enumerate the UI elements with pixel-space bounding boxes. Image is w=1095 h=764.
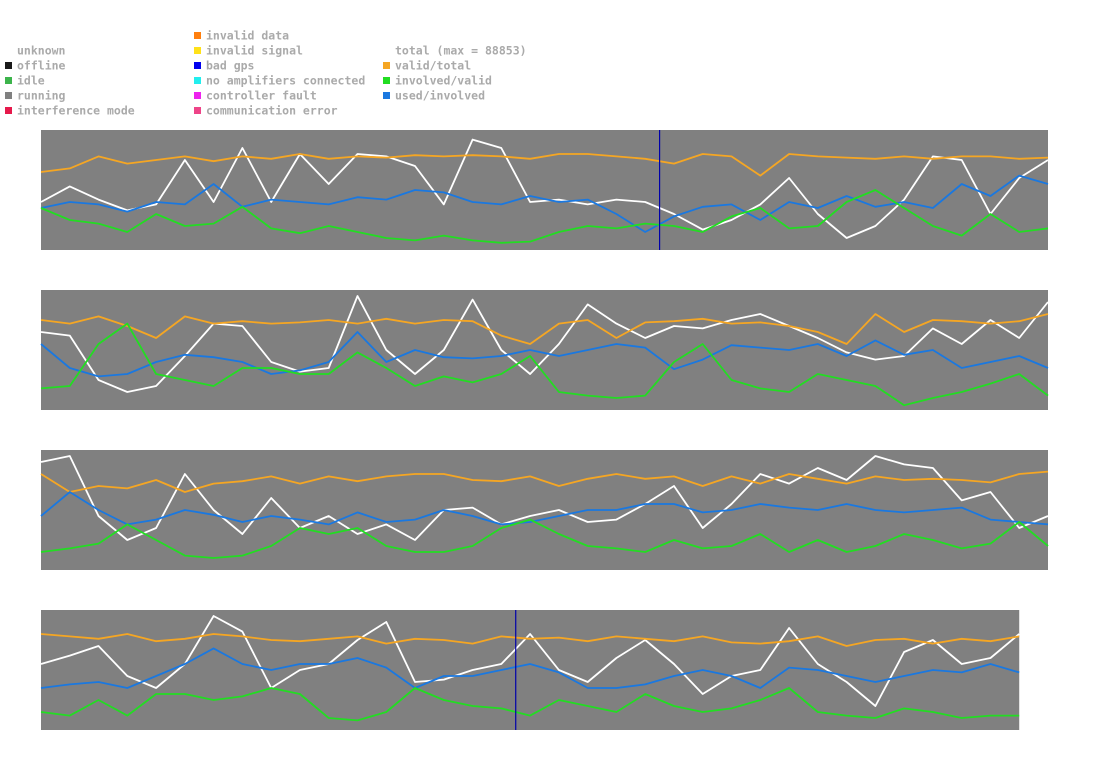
legend-swatch xyxy=(5,107,12,114)
legend-label: idle xyxy=(17,74,45,88)
series-line xyxy=(40,313,1049,345)
series-line xyxy=(40,455,1049,541)
legend-label: no amplifiers connected xyxy=(206,74,365,88)
legend-label: interference mode xyxy=(17,104,135,118)
legend-swatch xyxy=(5,77,12,84)
series-line xyxy=(40,687,1020,722)
legend-swatch xyxy=(194,77,201,84)
legend-label: bad gps xyxy=(206,59,254,73)
chart-background xyxy=(41,610,1020,730)
series-line xyxy=(40,295,1049,393)
legend-swatch xyxy=(194,92,201,99)
legend-swatch xyxy=(5,62,12,69)
legend-label: unknown xyxy=(17,44,66,58)
series-line xyxy=(40,615,1020,707)
series-line xyxy=(40,518,1049,559)
legend-label: used/involved xyxy=(395,89,485,103)
legend-label: controller fault xyxy=(206,89,317,103)
legend-swatch xyxy=(383,62,390,69)
legend-label: involved/valid xyxy=(395,74,492,88)
legend-label: valid/total xyxy=(395,59,471,73)
series-line xyxy=(40,153,1049,177)
series-line xyxy=(40,331,1049,378)
chart-background xyxy=(41,130,1048,250)
legend-label: running xyxy=(17,89,66,103)
legend-swatch xyxy=(194,62,201,69)
legend-swatch xyxy=(383,92,390,99)
chart-background xyxy=(41,450,1048,570)
legend-swatch xyxy=(194,107,201,114)
series-line xyxy=(40,470,1049,493)
series-line xyxy=(40,491,1049,526)
legend-swatch xyxy=(194,47,201,54)
series-line xyxy=(40,174,1049,233)
legend-swatch xyxy=(383,77,390,84)
legend-label: offline xyxy=(17,59,66,73)
legend-label: invalid data xyxy=(206,29,289,43)
series-line xyxy=(40,647,1020,689)
legend-swatch xyxy=(194,32,201,39)
legend-label: communication error xyxy=(206,104,338,118)
legend-label: invalid signal xyxy=(206,44,303,58)
series-line xyxy=(40,322,1049,407)
series-line xyxy=(40,189,1049,244)
series-line xyxy=(40,138,1049,239)
legend-swatch xyxy=(5,92,12,99)
legend-label: total (max = 88853) xyxy=(395,44,527,58)
chart-background xyxy=(41,290,1048,410)
series-line xyxy=(40,633,1020,647)
